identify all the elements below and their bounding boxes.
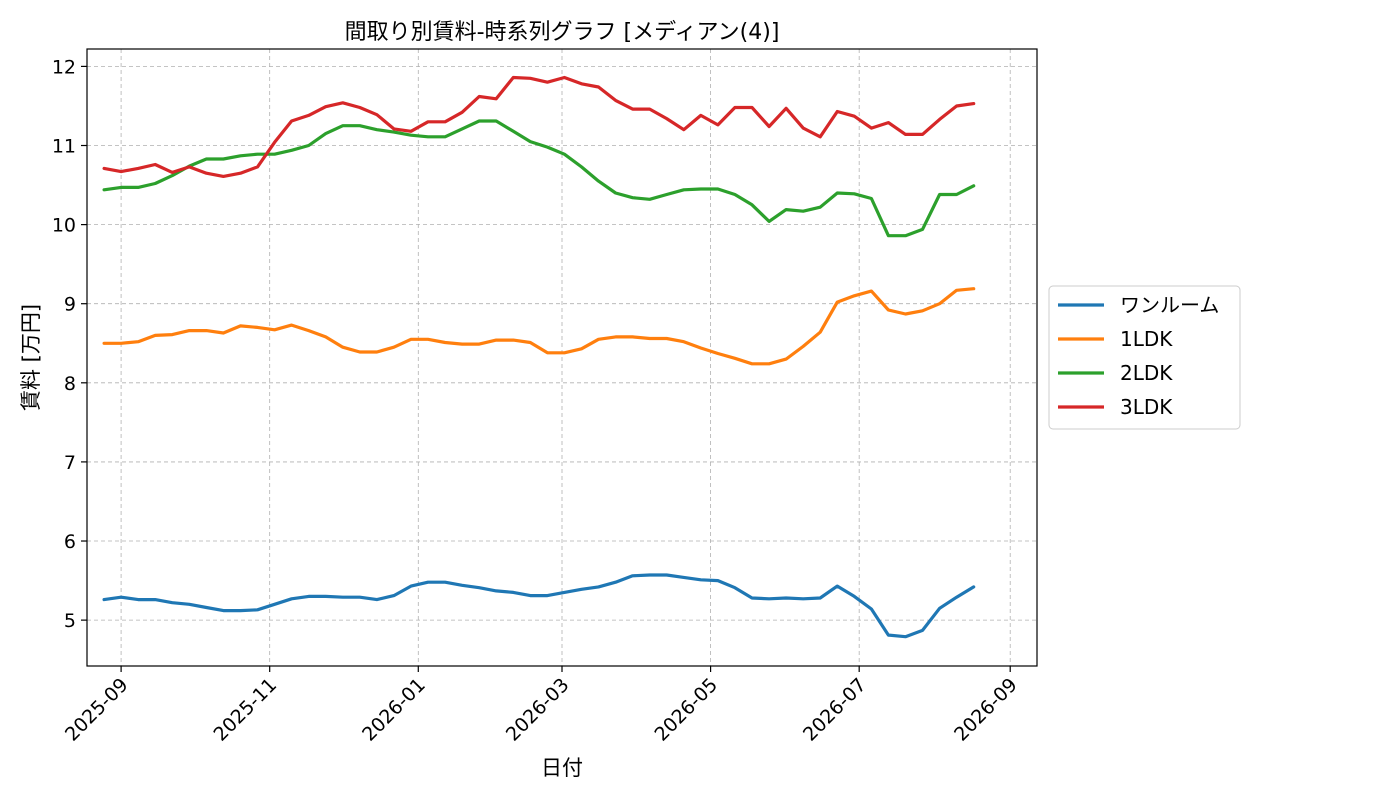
legend-label: 3LDK bbox=[1120, 395, 1173, 419]
y-tick-label: 11 bbox=[52, 136, 76, 158]
y-tick-label: 5 bbox=[64, 610, 76, 632]
legend-label: 2LDK bbox=[1120, 361, 1173, 385]
series-line-2 bbox=[102, 287, 976, 366]
y-tick-label: 12 bbox=[52, 56, 76, 78]
series-line-1 bbox=[102, 573, 976, 639]
y-axis-title: 賃料 [万円] bbox=[19, 304, 43, 411]
y-tick-label: 9 bbox=[64, 294, 76, 316]
legend-label: 1LDK bbox=[1120, 327, 1173, 351]
series-layer bbox=[102, 75, 976, 639]
legend-box bbox=[1048, 285, 1241, 430]
legend-label: ワンルーム bbox=[1120, 293, 1219, 317]
y-tick-label: 10 bbox=[52, 215, 76, 237]
y-tick-label: 7 bbox=[64, 452, 76, 474]
x-axis-title: 日付 bbox=[541, 756, 583, 780]
chart-title: 間取り別賃料-時系列グラフ [メディアン(4)] bbox=[345, 20, 780, 45]
legend: ワンルーム 1LDK 2LDK 3LDK bbox=[1048, 285, 1241, 430]
y-tick-label: 6 bbox=[64, 531, 76, 553]
y-tick-label: 8 bbox=[64, 373, 76, 395]
series-line-4 bbox=[102, 75, 976, 178]
series-line-3 bbox=[102, 119, 976, 238]
